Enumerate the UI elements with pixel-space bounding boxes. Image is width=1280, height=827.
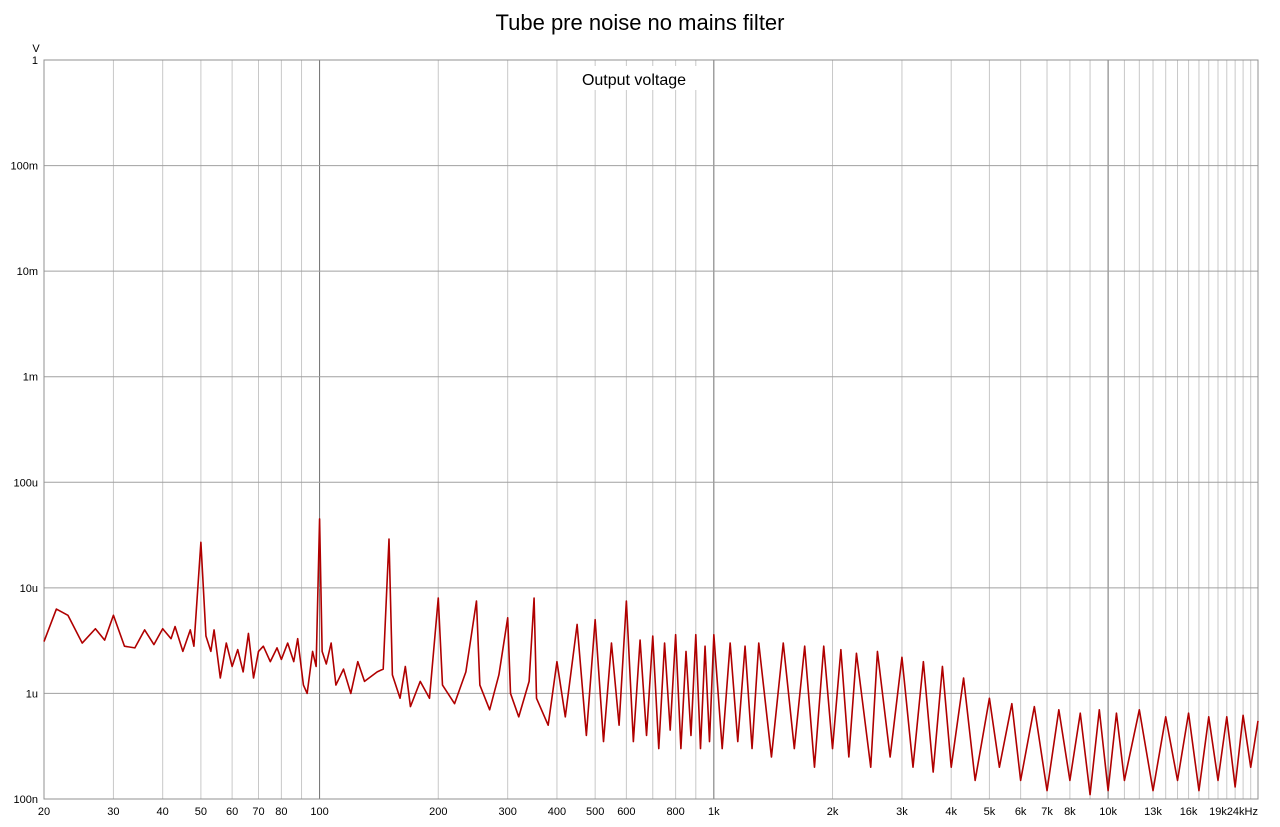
x-tick-label: 500 [586, 806, 604, 818]
chart-subtitle: Output voltage [582, 72, 686, 89]
y-tick-label: 100u [14, 477, 38, 489]
x-tick-label: 13k [1144, 806, 1162, 818]
x-tick-label: 800 [666, 806, 684, 818]
x-tick-label: 20 [38, 806, 50, 818]
x-tick-label: 70 [252, 806, 264, 818]
x-tick-label: 40 [157, 806, 169, 818]
x-tick-label: 4k [945, 806, 957, 818]
x-tick-label: 8k [1064, 806, 1076, 818]
y-tick-label: 1 [32, 55, 38, 67]
x-tick-label: 6k [1015, 806, 1027, 818]
x-tick-label: 200 [429, 806, 447, 818]
y-tick-label: 100n [14, 794, 38, 806]
x-tick-label: 60 [226, 806, 238, 818]
x-tick-label: 600 [617, 806, 635, 818]
chart-title: Tube pre noise no mains filter [496, 10, 785, 35]
spectrum-line [43, 518, 1259, 796]
x-tick-label: 100 [310, 806, 328, 818]
x-tick-label: 80 [275, 806, 287, 818]
x-tick-label: 30 [107, 806, 119, 818]
plot-frame [43, 59, 1259, 800]
x-tick-label: 19k [1209, 806, 1227, 818]
x-tick-label: 2k [827, 806, 839, 818]
subtitle-bg [560, 66, 700, 90]
x-tick-label: 3k [896, 806, 908, 818]
y-tick-label: 10m [17, 266, 38, 278]
y-tick-label: 10u [20, 583, 38, 595]
x-tick-label: 300 [499, 806, 517, 818]
y-tick-label: 1u [26, 688, 38, 700]
x-tick-label: 24kHz [1227, 806, 1258, 818]
grid [43, 59, 1259, 800]
y-tick-label: 1m [23, 372, 38, 384]
y-tick-label: 100m [10, 161, 38, 173]
x-tick-label: 5k [984, 806, 996, 818]
y-unit: V [32, 43, 40, 55]
x-tick-label: 400 [548, 806, 566, 818]
x-tick-label: 50 [195, 806, 207, 818]
x-tick-label: 16k [1180, 806, 1198, 818]
x-tick-label: 7k [1041, 806, 1053, 818]
x-tick-label: 1k [708, 806, 720, 818]
x-tick-label: 10k [1099, 806, 1117, 818]
